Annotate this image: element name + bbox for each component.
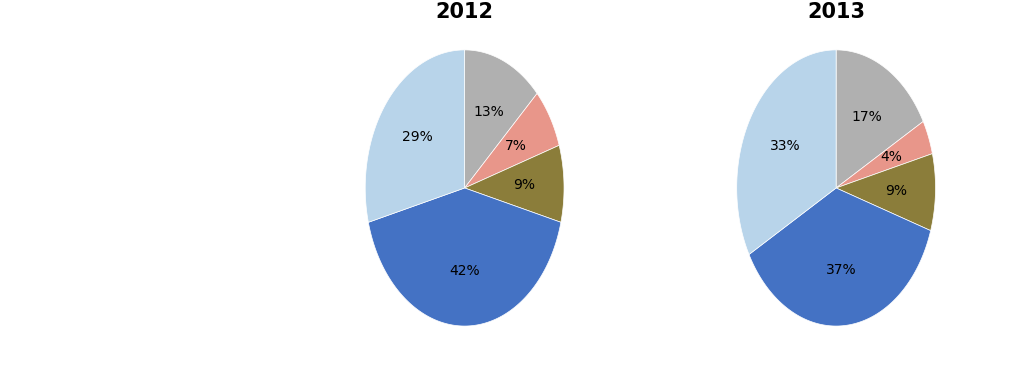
Polygon shape [465,145,564,222]
Text: 7%: 7% [505,139,527,153]
Title: 2013: 2013 [807,2,865,22]
Text: 9%: 9% [885,184,906,197]
Text: vízipipa: vízipipa [62,222,116,237]
Text: 17%: 17% [851,110,882,124]
FancyBboxPatch shape [24,128,34,141]
Polygon shape [749,188,931,326]
Text: 42%: 42% [450,264,480,278]
FancyBboxPatch shape [24,284,34,297]
Text: 33%: 33% [769,139,800,153]
Text: szivar/szivarka: szivar/szivarka [62,79,166,93]
Title: 2012: 2012 [435,2,494,22]
FancyBboxPatch shape [24,81,34,93]
Polygon shape [465,50,538,188]
Text: pipa: pipa [62,174,92,189]
Text: 9%: 9% [513,178,536,192]
FancyBboxPatch shape [24,223,34,237]
Polygon shape [369,188,561,326]
FancyBboxPatch shape [24,176,34,189]
Text: kézzel sodort: kézzel sodort [62,274,155,289]
Polygon shape [465,93,559,188]
Text: rágódohány/tubák: rágódohány/tubák [62,127,190,141]
Polygon shape [837,154,936,231]
Polygon shape [366,50,465,222]
Text: cigaretta: cigaretta [62,297,125,311]
Polygon shape [837,50,924,188]
Text: 4%: 4% [881,150,902,165]
Polygon shape [736,50,837,254]
Text: 29%: 29% [402,130,433,144]
Text: 37%: 37% [826,264,857,277]
Text: 13%: 13% [473,105,504,119]
Polygon shape [837,122,933,188]
